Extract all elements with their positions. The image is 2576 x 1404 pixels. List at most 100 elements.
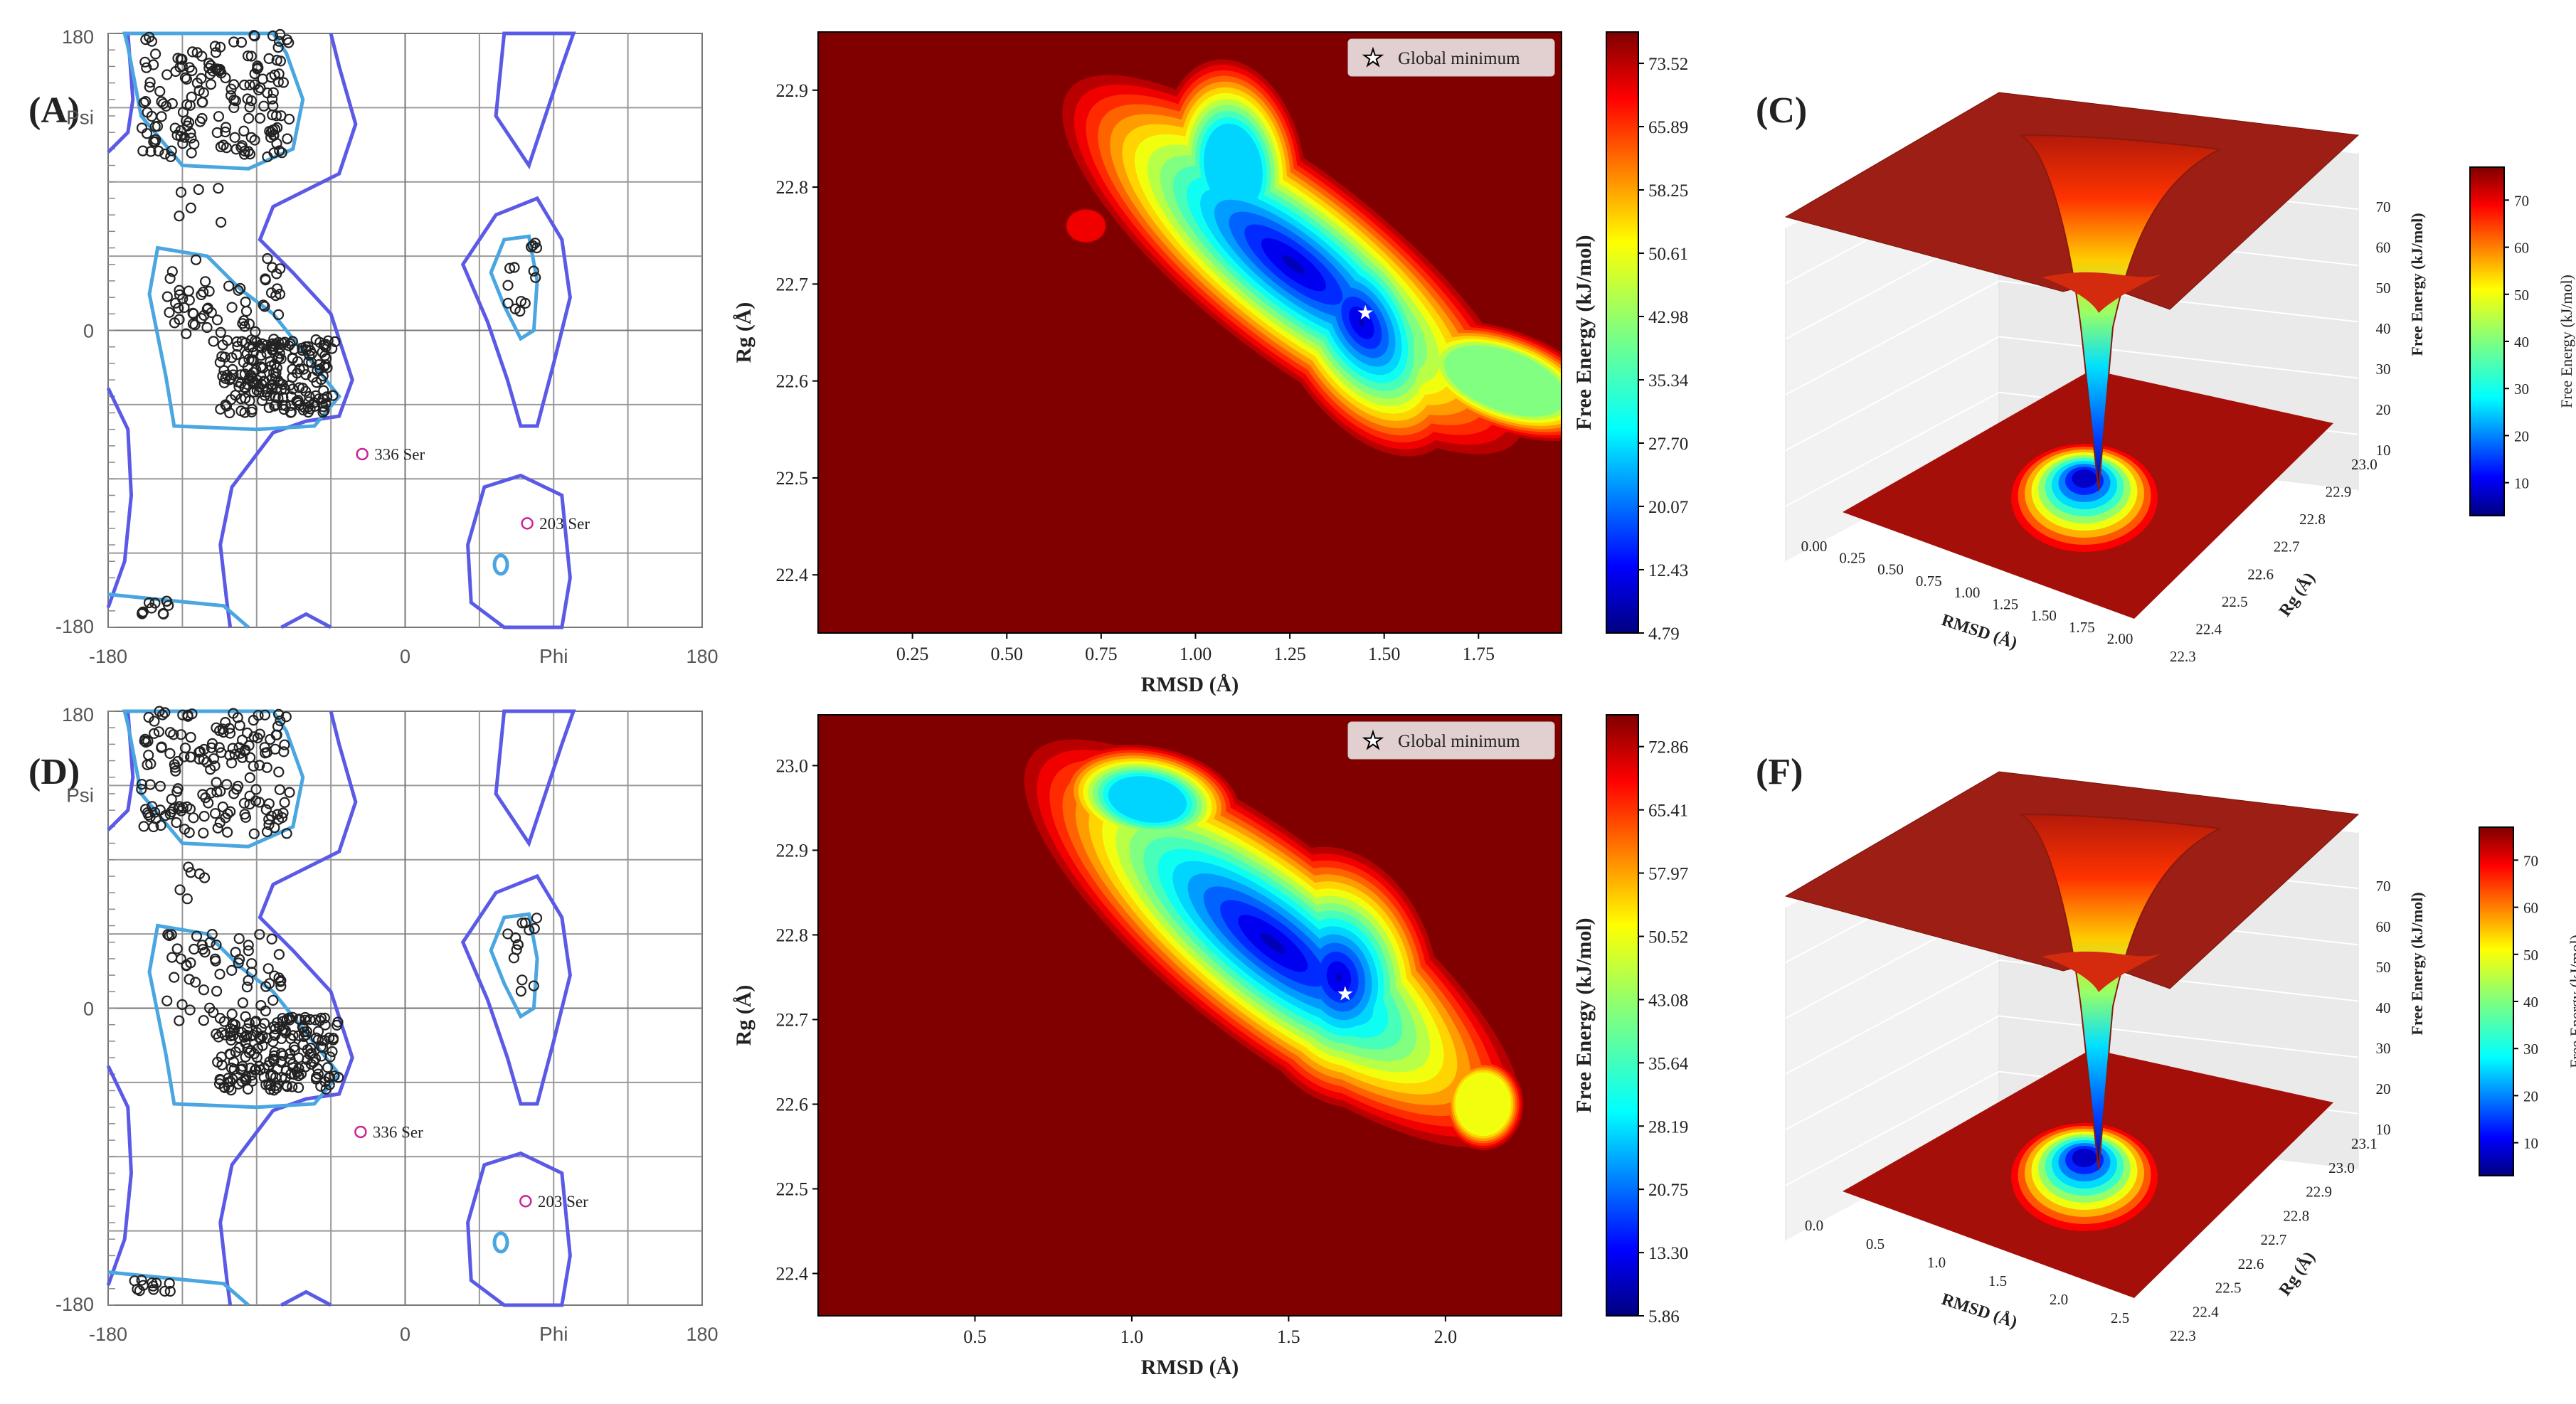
residue-point <box>215 403 226 415</box>
x-tick-label: 0.50 <box>990 644 1023 664</box>
residue-point <box>161 995 173 1006</box>
residue-point <box>250 1016 261 1028</box>
residue-point <box>220 122 232 133</box>
residue-point <box>173 302 184 314</box>
residue-point <box>292 395 304 406</box>
residue-point <box>515 985 527 997</box>
residue-point <box>280 1025 291 1036</box>
residue-point <box>166 793 177 805</box>
residue-point <box>238 356 249 368</box>
residue-point <box>303 396 314 408</box>
y-axis-label: Rg (Å) <box>732 302 756 363</box>
core-region-contour <box>107 1270 250 1307</box>
core-region-contour <box>489 912 539 1019</box>
colorbar-tick-label: 13.30 <box>1648 1244 1688 1263</box>
residue-point <box>142 759 153 770</box>
residue-point <box>237 997 248 1009</box>
residue-point <box>129 1275 140 1287</box>
residue-point <box>198 309 210 321</box>
residue-point <box>206 738 218 750</box>
residue-point <box>275 715 286 727</box>
residue-point <box>260 748 271 759</box>
residue-point <box>301 1026 312 1038</box>
residue-point <box>176 53 188 65</box>
residue-point <box>272 814 284 825</box>
y-tick-label: 22.6 <box>776 1094 809 1115</box>
residue-point <box>237 318 248 329</box>
residue-point <box>238 797 250 809</box>
residue-point <box>233 933 245 945</box>
surface-ridge <box>2042 272 2163 313</box>
y-axis-label: Psi <box>66 107 94 129</box>
x-tick-label: 1.0 <box>1120 1326 1144 1347</box>
residue-point <box>265 361 277 372</box>
residue-point <box>270 399 282 410</box>
y-tick-label: 180 <box>62 704 94 725</box>
x-tick-label: 2.00 <box>2107 630 2134 647</box>
residue-point <box>327 390 339 401</box>
z-tick-label: 20 <box>2376 401 2391 418</box>
colorbar <box>2469 166 2505 516</box>
colorbar-tick-label: 42.98 <box>1648 308 1688 327</box>
residue-point <box>248 1048 260 1060</box>
residue-point <box>258 100 270 112</box>
core-region-contour <box>489 234 539 341</box>
residue-point <box>302 406 314 418</box>
allowed-region-contour <box>280 612 332 629</box>
residue-point <box>294 382 305 393</box>
outlier-point <box>354 1125 367 1139</box>
x-tick-label: 0.00 <box>1801 538 1828 555</box>
residue-point <box>287 1081 298 1092</box>
residue-point <box>260 273 271 284</box>
residue-point <box>243 740 255 751</box>
surface-well <box>2020 814 2222 1171</box>
residue-point <box>205 78 217 90</box>
pane-grid <box>1785 336 2000 452</box>
residue-point <box>136 1275 147 1286</box>
residue-point <box>239 149 250 160</box>
residue-point <box>245 50 257 62</box>
residue-point <box>143 597 155 609</box>
residue-point <box>238 125 250 137</box>
residue-point <box>275 55 286 67</box>
contour-level <box>1282 255 1305 275</box>
y-tick-label: 22.3 <box>2170 1327 2196 1344</box>
residue-point <box>235 405 247 417</box>
y-tick-label: -180 <box>55 616 94 637</box>
x-tick-label: 1.25 <box>1273 644 1306 664</box>
residue-point <box>137 145 149 156</box>
residue-point <box>193 184 204 196</box>
residue-point <box>143 711 154 723</box>
residue-point <box>198 810 210 822</box>
x-tick-label: 0 <box>400 646 410 667</box>
z-tick-label: 50 <box>2376 959 2391 976</box>
y-tick-label: 22.7 <box>2261 1231 2287 1248</box>
colorbar-tick-label: 20.07 <box>1648 498 1688 517</box>
residue-point <box>168 729 179 740</box>
residue-point <box>198 1015 209 1026</box>
residue-point <box>209 41 221 52</box>
residue-point <box>273 708 285 720</box>
colorbar-tick-label: 65.89 <box>1648 118 1688 137</box>
y-tick-label: 22.3 <box>2170 648 2196 665</box>
y-tick-label: 22.5 <box>776 468 809 489</box>
y-tick-label: 22.5 <box>2222 593 2248 610</box>
y-tick-label: 180 <box>62 26 94 48</box>
residue-point <box>216 747 227 758</box>
x-tick-label: 2.5 <box>2111 1309 2129 1326</box>
residue-point <box>208 1006 219 1019</box>
x-axis-label: RMSD (Å) <box>1939 1290 2020 1332</box>
x-tick-label: 1.25 <box>1992 595 2018 612</box>
residue-point <box>266 933 277 945</box>
residue-point <box>243 945 254 957</box>
residue-point <box>169 762 181 773</box>
colorbar-tick-label: 65.41 <box>1648 802 1688 821</box>
x-axis-label: Phi <box>539 1323 568 1345</box>
residue-point <box>260 804 272 816</box>
residue-point <box>222 826 233 838</box>
colorbar-label: Free Energy (kJ/mol) <box>1572 918 1596 1112</box>
residue-point <box>215 785 226 797</box>
residue-point <box>275 1055 287 1067</box>
residue-point <box>144 81 155 92</box>
